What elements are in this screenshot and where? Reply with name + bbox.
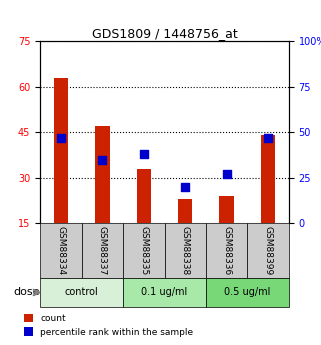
FancyBboxPatch shape <box>123 223 165 278</box>
FancyBboxPatch shape <box>40 223 82 278</box>
Bar <box>220 196 234 223</box>
FancyBboxPatch shape <box>247 223 289 278</box>
Point <box>58 135 64 141</box>
Text: GSM88336: GSM88336 <box>222 226 231 275</box>
Point <box>141 151 146 157</box>
Text: GSM88337: GSM88337 <box>98 226 107 275</box>
Bar <box>261 135 275 223</box>
Text: 0.1 ug/ml: 0.1 ug/ml <box>141 287 188 297</box>
Text: GSM88334: GSM88334 <box>56 226 65 275</box>
Text: GSM88335: GSM88335 <box>139 226 148 275</box>
Bar <box>95 126 109 223</box>
Text: GSM88338: GSM88338 <box>181 226 190 275</box>
Text: GSM88399: GSM88399 <box>264 226 273 275</box>
FancyBboxPatch shape <box>206 223 247 278</box>
Bar <box>54 78 68 223</box>
FancyBboxPatch shape <box>206 278 289 307</box>
Bar <box>136 169 151 223</box>
FancyBboxPatch shape <box>165 223 206 278</box>
FancyBboxPatch shape <box>123 278 206 307</box>
Title: GDS1809 / 1448756_at: GDS1809 / 1448756_at <box>91 27 238 40</box>
Point <box>100 157 105 162</box>
FancyBboxPatch shape <box>82 223 123 278</box>
FancyBboxPatch shape <box>40 278 123 307</box>
Text: 0.5 ug/ml: 0.5 ug/ml <box>224 287 271 297</box>
Text: dose: dose <box>13 287 40 297</box>
Text: control: control <box>65 287 99 297</box>
Point <box>265 135 271 141</box>
Point <box>224 171 229 177</box>
Bar <box>178 199 193 223</box>
Point <box>183 184 188 190</box>
Legend: count, percentile rank within the sample: count, percentile rank within the sample <box>21 310 197 340</box>
